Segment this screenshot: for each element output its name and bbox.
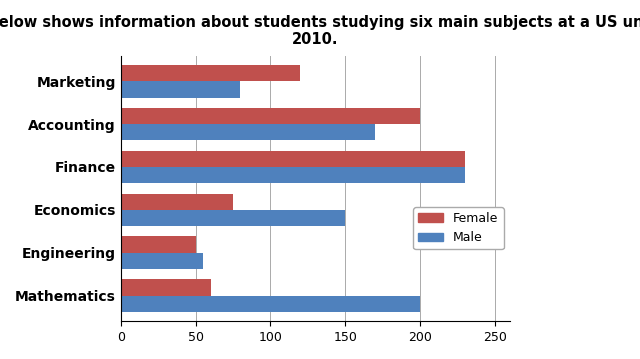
Bar: [121, 210, 345, 226]
Bar: [121, 65, 300, 81]
Bar: [121, 295, 420, 312]
Legend: Female, Male: Female, Male: [413, 207, 504, 250]
Bar: [121, 151, 465, 167]
Bar: [121, 253, 203, 269]
Bar: [121, 108, 420, 124]
Bar: [121, 81, 241, 98]
Title: The chart below shows information about students studying six main subjects at a: The chart below shows information about …: [0, 15, 640, 47]
Bar: [121, 279, 211, 295]
Bar: [121, 237, 196, 253]
Bar: [121, 167, 465, 183]
Bar: [121, 194, 233, 210]
Bar: [121, 124, 375, 140]
